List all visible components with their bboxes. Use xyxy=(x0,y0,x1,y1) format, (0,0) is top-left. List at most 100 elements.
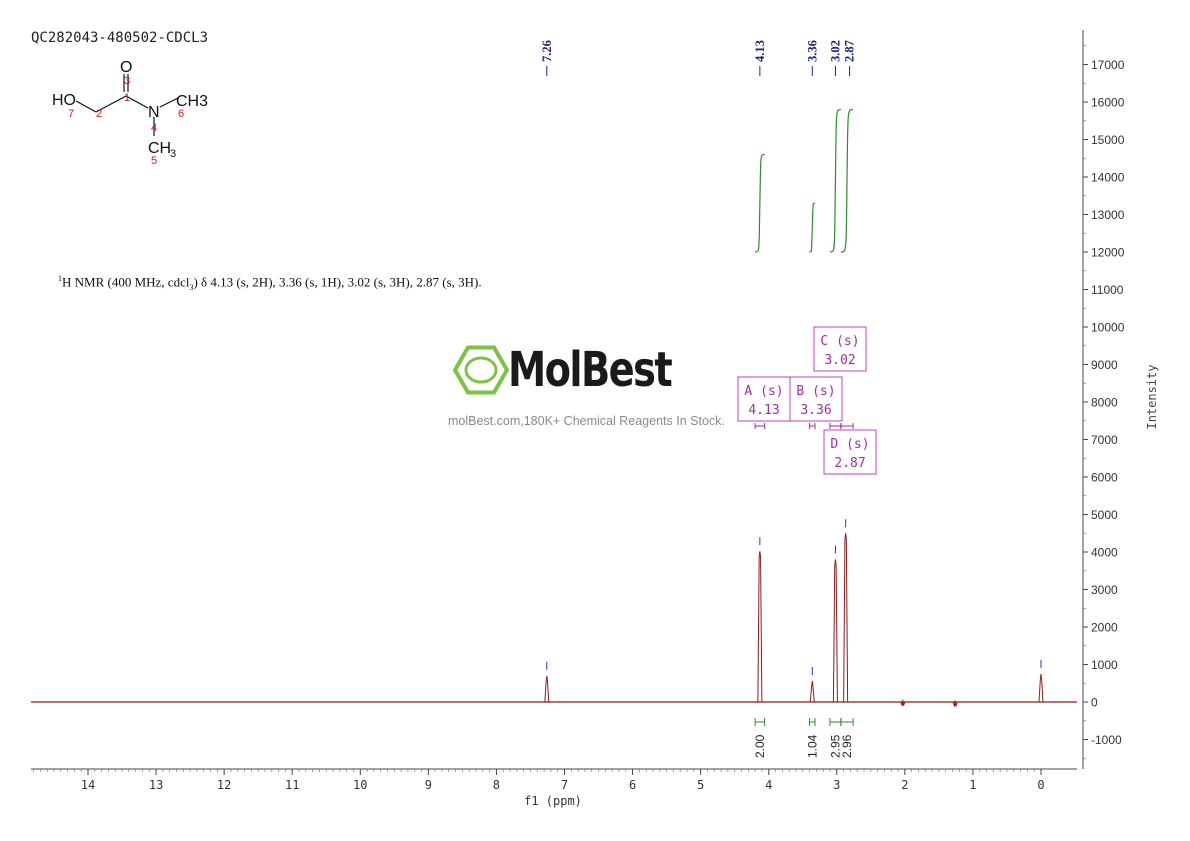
y-tick-label: 8000 xyxy=(1091,396,1118,410)
y-tick-label: 11000 xyxy=(1091,283,1124,297)
y-tick-label: 10000 xyxy=(1091,321,1125,335)
x-tick-label: 0 xyxy=(1037,778,1044,792)
peak-label: 4.13 xyxy=(753,40,767,76)
y-axis-label: Intensity xyxy=(1145,364,1159,429)
multiplet-name: B (s) xyxy=(796,384,835,399)
molbest-logo-icon xyxy=(452,345,510,395)
peak-label: 2.87 xyxy=(843,40,857,76)
multiplet-name: D (s) xyxy=(830,437,869,452)
y-tick-label: 12000 xyxy=(1091,246,1125,260)
x-tick-label: 5 xyxy=(697,778,704,792)
x-tick-label: 4 xyxy=(765,778,772,792)
atom-label: CH xyxy=(148,140,171,157)
atom-label: O xyxy=(120,59,132,76)
y-tick-label: 0 xyxy=(1091,696,1098,710)
y-tick-label: 13000 xyxy=(1091,208,1125,222)
peak-label: 7.26 xyxy=(540,40,554,76)
x-tick-label: 14 xyxy=(81,778,95,792)
peak-label-text: 7.26 xyxy=(540,40,554,62)
y-tick-label: 16000 xyxy=(1091,96,1125,110)
x-tick-label: 8 xyxy=(493,778,500,792)
integral-curve xyxy=(755,153,765,253)
atom-number: 1 xyxy=(124,92,130,104)
atom-number: 7 xyxy=(68,108,74,120)
logo-ring xyxy=(464,356,498,384)
atom-number: 3 xyxy=(124,75,130,87)
nmr-summary-rest: ) δ 4.13 (s, 2H), 3.36 (s, 1H), 3.02 (s,… xyxy=(193,274,482,290)
spectrum-peak xyxy=(900,699,906,706)
multiplet-box xyxy=(813,326,867,372)
integral-curve xyxy=(840,108,854,253)
peak-label-text: 2.87 xyxy=(843,40,857,62)
spectrum-peak xyxy=(1038,673,1044,703)
nmr-summary-text: H NMR (400 MHz, cdcl xyxy=(62,274,190,290)
sample-id: QC282043-480502-CDCL3 xyxy=(31,30,209,46)
atom-number: 4 xyxy=(151,122,157,134)
peak-label-text: 3.36 xyxy=(805,40,819,62)
integral-curve xyxy=(829,108,841,253)
spectrum-peak xyxy=(809,680,815,703)
x-tick-label: 11 xyxy=(285,778,299,792)
y-tick-label: 2000 xyxy=(1091,621,1118,635)
multiplet-box xyxy=(789,376,843,422)
multiplet-shift: 2.87 xyxy=(834,456,865,471)
spectrum-peak xyxy=(843,533,849,703)
peak-label-text: 4.13 xyxy=(753,40,767,62)
peak-label: 3.36 xyxy=(805,40,819,76)
multiplet-name: A (s) xyxy=(744,384,783,399)
x-tick-label: 12 xyxy=(217,778,231,792)
x-tick-label: 10 xyxy=(353,778,367,792)
atom-label: HO xyxy=(52,92,76,109)
spectrum-trace xyxy=(31,533,1077,707)
x-axis-label: f1 (ppm) xyxy=(524,794,582,808)
multiplet-label: D (s) 2.87 xyxy=(823,429,877,475)
integral-value: 2.95 xyxy=(828,734,842,758)
watermark-brand: MolBest xyxy=(508,342,673,398)
multiplet-shift: 3.02 xyxy=(824,353,855,368)
atom-label: N xyxy=(148,104,160,121)
atom-number: 2 xyxy=(96,108,102,120)
logo-hexagon xyxy=(452,345,510,395)
multiplet-shift: 4.13 xyxy=(748,403,779,418)
y-tick-label: 6000 xyxy=(1091,471,1118,485)
spectrum-peak xyxy=(757,551,763,703)
x-tick-label: 2 xyxy=(901,778,908,792)
y-tick-label: 14000 xyxy=(1091,171,1125,185)
bond xyxy=(159,97,179,108)
x-tick-label: 1 xyxy=(969,778,976,792)
atom-number: 5 xyxy=(151,155,157,167)
bond xyxy=(125,95,149,109)
atom-label: CH3 xyxy=(176,93,208,110)
multiplet-label: A (s) 4.13 xyxy=(737,376,791,422)
y-tick-label: 7000 xyxy=(1091,433,1118,447)
multiplet-box xyxy=(823,429,877,475)
atom-number: 6 xyxy=(178,108,184,120)
x-tick-label: 13 xyxy=(149,778,163,792)
y-tick-label: 9000 xyxy=(1091,358,1118,372)
integral-curve xyxy=(809,202,816,253)
integral-value: 2.96 xyxy=(840,734,854,758)
nmr-summary: 1H NMR (400 MHz, cdcl3) δ 4.13 (s, 2H), … xyxy=(58,274,482,292)
x-tick-label: 7 xyxy=(561,778,568,792)
multiplet-shift: 3.36 xyxy=(800,403,831,418)
y-tick-label: 3000 xyxy=(1091,583,1118,597)
spectrum-peak xyxy=(952,700,958,707)
y-tick-label: 5000 xyxy=(1091,508,1118,522)
x-tick-label: 3 xyxy=(833,778,840,792)
watermark-tagline: molBest.com,180K+ Chemical Reagents In S… xyxy=(448,414,725,428)
multiplet-label: C (s) 3.02 xyxy=(813,326,867,372)
spectrum-peak xyxy=(544,675,550,703)
x-tick-label: 9 xyxy=(425,778,432,792)
y-tick-label: 4000 xyxy=(1091,546,1118,560)
nmr-summary-nucleus: 1 xyxy=(58,274,62,283)
y-tick-label: 15000 xyxy=(1091,133,1125,147)
bond xyxy=(75,100,97,113)
peak-label: 3.02 xyxy=(828,40,842,76)
spectrum-peak xyxy=(832,559,838,703)
peak-label-text: 3.02 xyxy=(828,40,842,62)
integral-value: 1.04 xyxy=(805,734,819,758)
x-tick-label: 6 xyxy=(629,778,636,792)
